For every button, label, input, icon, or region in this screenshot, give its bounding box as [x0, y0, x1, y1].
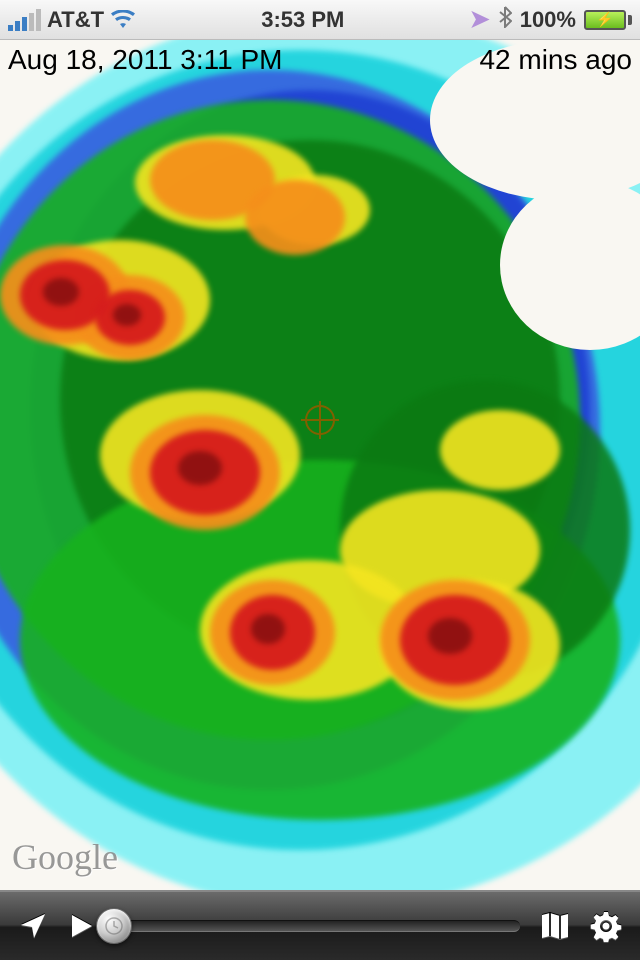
- status-bar: AT&T 3:53 PM ➤ 100% ⚡: [0, 0, 640, 40]
- frame-age: 42 mins ago: [479, 44, 632, 76]
- toolbar: [0, 890, 640, 960]
- status-right: ➤ 100% ⚡: [470, 5, 632, 34]
- location-crosshair-icon: [305, 405, 335, 435]
- battery-pct: 100%: [520, 7, 576, 33]
- carrier-label: AT&T: [47, 7, 104, 33]
- layers-button[interactable]: [538, 911, 572, 941]
- wifi-icon: [110, 10, 136, 30]
- status-left: AT&T: [8, 7, 136, 33]
- location-arrow-icon: ➤: [470, 5, 490, 34]
- settings-button[interactable]: [590, 910, 622, 942]
- status-time: 3:53 PM: [261, 7, 344, 33]
- slider-track[interactable]: [114, 920, 520, 932]
- timestamp-bar: Aug 18, 2011 3:11 PM 42 mins ago: [0, 40, 640, 80]
- play-button[interactable]: [66, 911, 96, 941]
- slider-knob[interactable]: [96, 908, 132, 944]
- radar-overlay: [0, 40, 640, 890]
- bluetooth-icon: [498, 6, 512, 34]
- time-slider[interactable]: [114, 920, 520, 932]
- radar-map[interactable]: WindomFairmontEmmetsburgAlgonaNorfolkCar…: [0, 40, 640, 890]
- google-attribution: Google: [12, 836, 118, 878]
- locate-button[interactable]: [18, 911, 48, 941]
- battery-icon: ⚡: [584, 10, 632, 30]
- frame-timestamp: Aug 18, 2011 3:11 PM: [8, 44, 283, 76]
- signal-strength-icon: [8, 9, 41, 31]
